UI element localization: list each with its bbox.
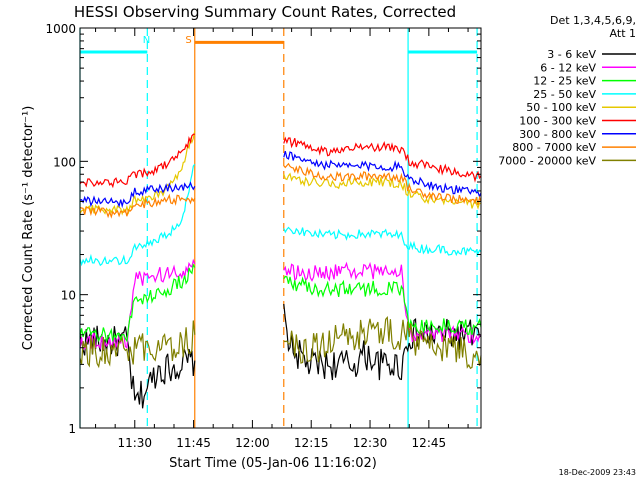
- y-axis-label: Corrected Count Rate (s⁻¹ detector⁻¹): [21, 106, 36, 351]
- series-line-2-post: [283, 261, 482, 345]
- y-tick-label: 100: [53, 155, 76, 169]
- series-line-7-post: [283, 150, 482, 199]
- series-line-9-post: [283, 316, 482, 370]
- series-line-8-pre: [79, 193, 196, 219]
- series-line-4-post: [283, 226, 482, 257]
- series-line-6-pre: [79, 133, 195, 189]
- legend-label: 6 - 12 keV: [540, 61, 596, 74]
- series-line-9-pre: [79, 320, 196, 369]
- chart-title: HESSI Observing Summary Count Rates, Cor…: [74, 3, 456, 21]
- series-layer: [79, 130, 482, 409]
- x-tick-label: 11:45: [176, 436, 211, 450]
- series-line-5-post: [283, 172, 482, 210]
- x-tick-label: 12:15: [294, 436, 329, 450]
- y-axis: 1 10 100 1000: [45, 22, 481, 436]
- legend-label: 100 - 300 keV: [519, 115, 596, 128]
- legend-label: 300 - 800 keV: [519, 128, 596, 141]
- legend-header-line-1: Det 1,3,4,5,6,9,: [550, 14, 636, 27]
- series-line-8-post: [283, 162, 482, 206]
- footer-timestamp: 18-Dec-2009 23:43: [559, 468, 636, 477]
- plot-frame: [79, 27, 482, 429]
- y-tick-label: 1000: [45, 22, 76, 36]
- marker-N-label: N: [143, 35, 150, 46]
- legend-label: 50 - 100 keV: [526, 101, 596, 114]
- legend-label: 25 - 50 keV: [533, 88, 596, 101]
- x-tick-label: 12:45: [412, 436, 447, 450]
- x-axis: 11:30 11:45 12:00 12:15 12:30 12:45: [95, 28, 469, 450]
- x-axis-label: Start Time (05-Jan-06 11:16:02): [169, 456, 377, 471]
- series-line-6-post: [283, 136, 482, 183]
- series-line-7-pre: [79, 181, 196, 209]
- x-tick-label: 11:30: [117, 436, 152, 450]
- legend-label: 800 - 7000 keV: [512, 141, 596, 154]
- y-tick-label: 10: [61, 289, 76, 303]
- x-tick-label: 12:00: [235, 436, 270, 450]
- legend-header-line-2: Att 1: [610, 27, 636, 40]
- x-tick-label: 12:30: [353, 436, 388, 450]
- legend-label: 3 - 6 keV: [547, 48, 596, 61]
- series-line-4-pre: [79, 163, 196, 267]
- legend-label: 12 - 25 keV: [533, 75, 596, 88]
- series-line-3-post: [283, 275, 482, 336]
- marker-S-label: S: [185, 35, 191, 46]
- series-line-2-pre: [79, 258, 196, 351]
- series-line-3-pre: [79, 263, 196, 344]
- legend-label: 7000 - 20000 keV: [498, 154, 596, 167]
- y-tick-label: 1: [68, 422, 76, 436]
